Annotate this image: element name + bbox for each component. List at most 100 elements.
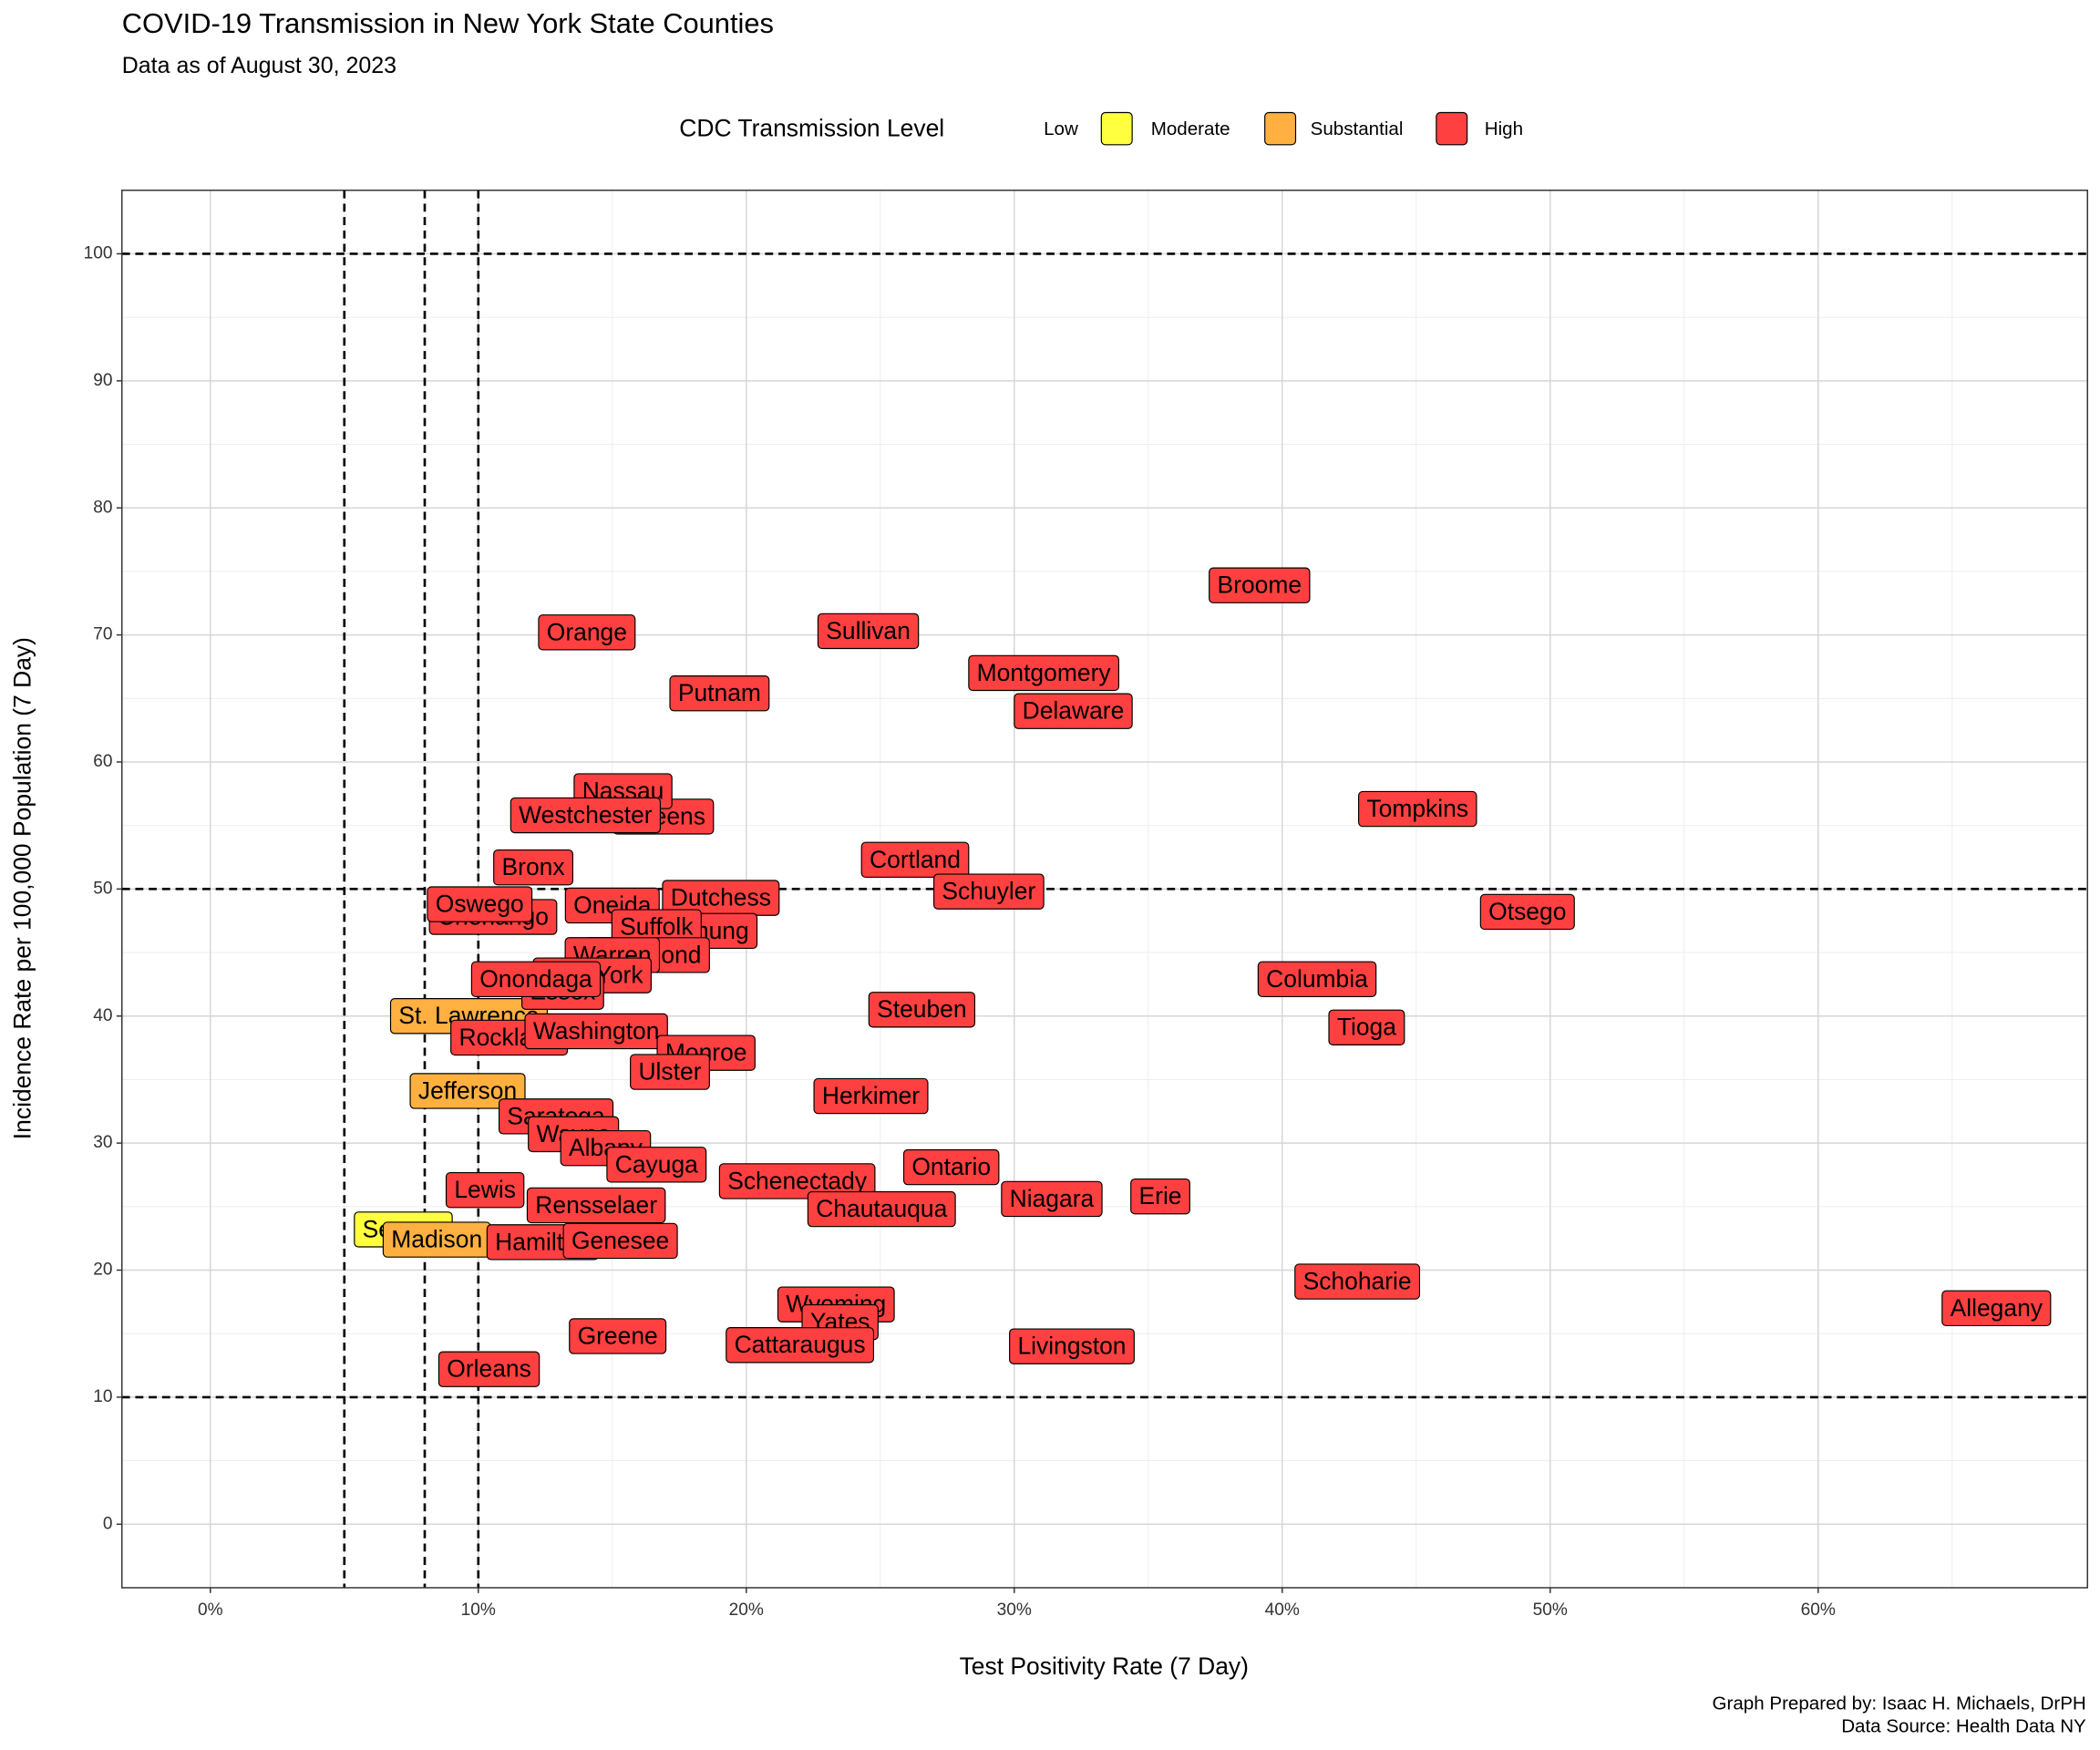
point-name: Orange: [547, 618, 627, 645]
legend-title: CDC Transmission Level: [679, 115, 944, 142]
point: [1014, 693, 1133, 729]
y-tick-label: 90: [93, 371, 112, 390]
point-label: Cortland: [860, 841, 970, 879]
point-name: Broome: [1218, 571, 1302, 599]
point-name: Dutchess: [671, 884, 771, 911]
chart-subtitle: Data as of August 30, 2023: [122, 53, 396, 78]
point-label: Orange: [538, 614, 636, 651]
point: [726, 1327, 875, 1364]
point-name: Montgomery: [977, 659, 1112, 686]
point-name: Schenectady: [727, 1167, 868, 1194]
legend-label: Moderate: [1151, 118, 1230, 139]
caption: Data Source: Health Data NY: [1841, 1715, 2086, 1736]
y-tick-label: 100: [84, 243, 113, 262]
point-label: Schenectady: [718, 1163, 876, 1199]
point-label: Putnam: [669, 675, 770, 712]
point: [606, 1147, 707, 1183]
point: [569, 1318, 667, 1354]
y-axis-label: Incidence Rate per 100,000 Population (7…: [8, 637, 36, 1139]
point-name: Cattaraugus: [735, 1331, 866, 1358]
point-name: Allegany: [1951, 1294, 2043, 1322]
point-label: Montgomery: [968, 654, 1120, 692]
point-name: Tompkins: [1366, 795, 1468, 822]
point: [817, 612, 920, 650]
y-tick-label: 10: [93, 1387, 112, 1406]
point: [1130, 1178, 1190, 1215]
point-name: Onondaga: [479, 965, 592, 993]
point-name: Genesee: [571, 1227, 669, 1254]
point-name: Madison: [391, 1226, 482, 1253]
x-tick-label: 60%: [1801, 1601, 1836, 1620]
point-label: Washington: [524, 1013, 668, 1050]
point: [1294, 1263, 1421, 1300]
point-name: Rensselaer: [535, 1191, 657, 1219]
y-tick-label: 40: [93, 1006, 112, 1025]
point-name: Oswego: [436, 890, 524, 918]
point-name: Delaware: [1023, 697, 1125, 725]
point-name: Schuyler: [942, 878, 1035, 905]
point: [493, 849, 574, 886]
caption: Graph Prepared by: Isaac H. Michaels, Dr…: [1713, 1693, 2086, 1714]
point: [1479, 893, 1575, 931]
chart-title: COVID-19 Transmission in New York State …: [122, 7, 774, 39]
point-label: Broome: [1209, 567, 1311, 603]
point-label: Delaware: [1014, 693, 1133, 729]
point-label: Dutchess: [662, 880, 780, 916]
y-tick-label: 80: [93, 498, 112, 517]
y-tick-label: 60: [93, 752, 112, 771]
point: [807, 1190, 956, 1228]
point: [562, 1222, 678, 1260]
point: [1209, 567, 1311, 603]
point-label: Bronx: [493, 849, 574, 886]
point-label: Orleans: [438, 1351, 540, 1387]
point-name: Otsego: [1488, 898, 1566, 925]
point: [1941, 1290, 2052, 1327]
point-name: Putnam: [678, 679, 761, 706]
point-name: Cayuga: [615, 1150, 698, 1178]
point-label: Suffolk: [611, 909, 702, 945]
point-name: Livingston: [1017, 1333, 1126, 1360]
point: [427, 886, 533, 922]
legend-label: High: [1485, 118, 1523, 139]
point-label: Greene: [569, 1318, 667, 1354]
x-tick-label: 10%: [461, 1601, 496, 1620]
point: [868, 992, 976, 1028]
plot-area: 0% 10% 20% 30% 40% 50% 60% 0 10 20 30 40 50 60 70 80 90 1…: [84, 190, 2088, 1620]
point: [445, 1171, 525, 1209]
point-name: Schoharie: [1303, 1268, 1412, 1295]
point: [1257, 961, 1377, 998]
y-tick-label: 20: [93, 1261, 112, 1280]
point: [1328, 1009, 1405, 1045]
point-label: Madison: [382, 1221, 491, 1258]
point-name: Greene: [578, 1322, 658, 1349]
point-label: Onondaga: [470, 961, 602, 998]
point-label: Tompkins: [1358, 790, 1477, 828]
point: [860, 841, 970, 879]
x-tick-label: 20%: [729, 1601, 764, 1620]
point-name: Cortland: [870, 846, 961, 873]
point: [510, 797, 662, 834]
point: [813, 1077, 929, 1115]
point: [470, 961, 602, 998]
point-label: Columbia: [1257, 961, 1377, 998]
point-name: Lewis: [454, 1176, 516, 1203]
point-label: Rensselaer: [526, 1187, 666, 1224]
y-tick-label: 0: [103, 1514, 113, 1533]
point-label: Westchester: [510, 797, 662, 834]
point-name: Westchester: [519, 801, 653, 829]
point-label: Lewis: [445, 1171, 525, 1209]
x-tick-label: 30%: [997, 1601, 1032, 1620]
point-name: Tioga: [1337, 1014, 1396, 1041]
point: [524, 1013, 668, 1050]
point-label: Cayuga: [606, 1147, 707, 1183]
point-name: Suffolk: [620, 913, 694, 941]
point-label: Schuyler: [933, 873, 1045, 910]
y-tick-label: 30: [93, 1133, 112, 1152]
point-label: Allegany: [1941, 1290, 2052, 1327]
point: [1001, 1180, 1103, 1218]
point-name: Columbia: [1266, 965, 1368, 993]
point-name: Ulster: [638, 1058, 701, 1086]
point-label: Sullivan: [817, 612, 920, 650]
point-name: Erie: [1139, 1182, 1182, 1210]
